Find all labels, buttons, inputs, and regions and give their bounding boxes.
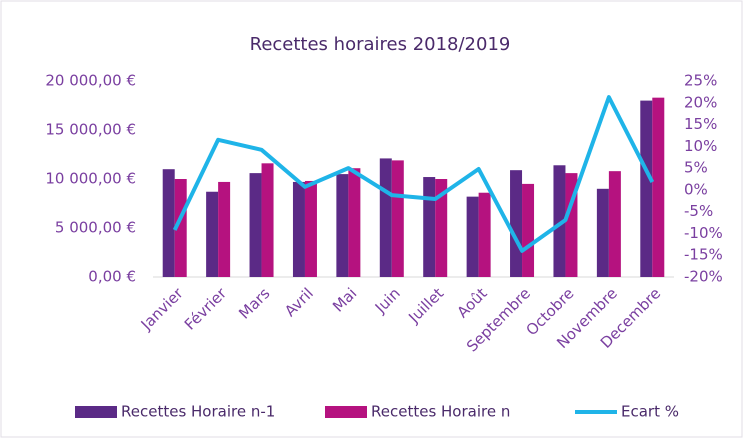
bar bbox=[391, 160, 404, 277]
y-tick-label: 15 000,00 € bbox=[45, 121, 136, 139]
chart-title: Recettes horaires 2018/2019 bbox=[250, 34, 511, 55]
y2-tick-label: -20% bbox=[684, 268, 723, 286]
bar bbox=[336, 174, 349, 277]
y2-tick-label: -5% bbox=[684, 202, 713, 220]
bar bbox=[596, 188, 609, 277]
legend-label: Ecart % bbox=[621, 403, 679, 421]
legend-swatch bbox=[325, 406, 367, 418]
bar bbox=[218, 181, 231, 277]
legend-label: Recettes Horaire n-1 bbox=[121, 403, 275, 421]
bar bbox=[652, 97, 665, 277]
y-tick-label: 0,00 € bbox=[88, 268, 136, 286]
bar bbox=[522, 183, 535, 277]
y2-tick-label: 15% bbox=[684, 115, 717, 133]
y2-tick-label: 20% bbox=[684, 93, 717, 111]
y2-tick-label: -10% bbox=[684, 224, 723, 242]
bar bbox=[478, 192, 491, 277]
y-tick-label: 10 000,00 € bbox=[45, 170, 136, 188]
bar bbox=[174, 179, 187, 277]
bar bbox=[423, 177, 436, 277]
bar bbox=[435, 179, 448, 277]
bar bbox=[553, 165, 566, 277]
y2-tick-label: 0% bbox=[684, 180, 708, 198]
bar bbox=[379, 158, 392, 277]
line bbox=[172, 95, 655, 253]
y-tick-label: 20 000,00 € bbox=[45, 72, 136, 90]
bar bbox=[162, 169, 175, 277]
y-tick-label: 5 000,00 € bbox=[55, 219, 136, 237]
bar bbox=[292, 181, 305, 277]
y2-tick-label: 25% bbox=[684, 72, 717, 90]
bar bbox=[249, 173, 262, 277]
bar bbox=[510, 170, 523, 277]
bar bbox=[304, 180, 317, 277]
bar bbox=[608, 171, 621, 277]
y2-tick-label: -15% bbox=[684, 246, 723, 264]
bar bbox=[206, 191, 219, 277]
bar bbox=[348, 168, 361, 277]
y2-tick-label: 10% bbox=[684, 137, 717, 155]
bar bbox=[466, 196, 479, 277]
bar bbox=[261, 163, 274, 277]
y2-tick-label: 5% bbox=[684, 159, 708, 177]
legend-label: Recettes Horaire n bbox=[371, 403, 510, 421]
bar bbox=[640, 100, 653, 277]
legend-swatch bbox=[75, 406, 117, 418]
